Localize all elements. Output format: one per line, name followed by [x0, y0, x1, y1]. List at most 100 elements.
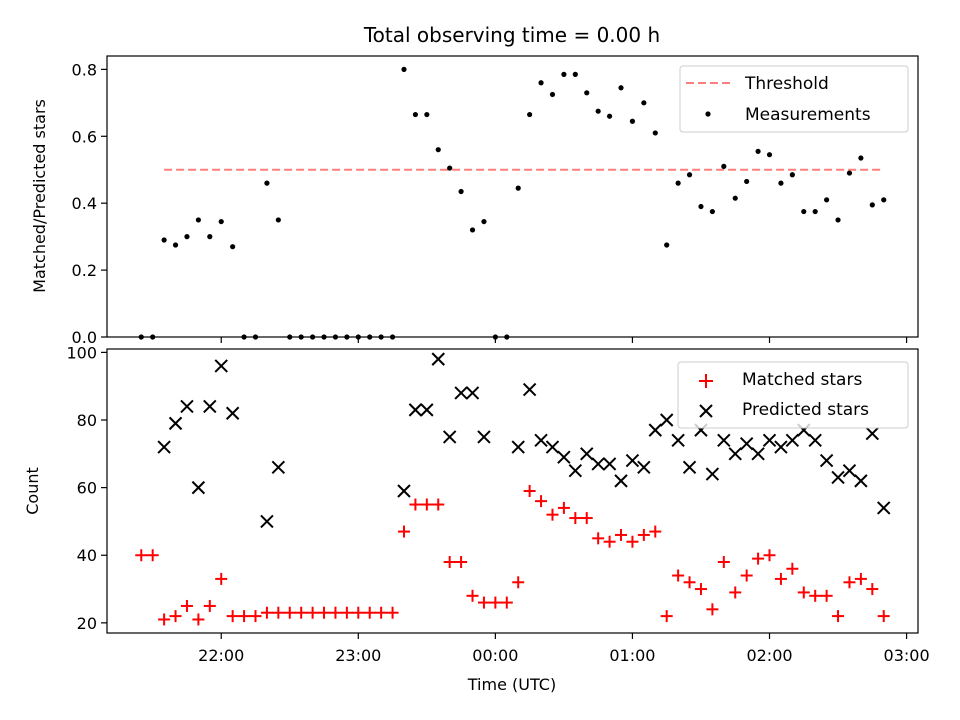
predicted-stars-point — [203, 399, 217, 414]
predicted-stars-point — [842, 464, 857, 478]
predicted-stars-point — [580, 447, 594, 461]
matched-stars-point — [615, 528, 628, 541]
matched-stars-point — [752, 552, 765, 565]
predicted-stars-point — [214, 359, 228, 373]
ratio-y-axis-label: Matched/Predicted stars — [30, 99, 49, 293]
predicted-stars-point — [397, 484, 411, 498]
measurement-point — [686, 172, 693, 178]
predicted-stars-point — [157, 440, 171, 454]
matched-stars-point — [626, 535, 639, 548]
count-y-axis-label: Count — [23, 467, 42, 515]
measurement-point — [595, 108, 601, 114]
measurement-point — [161, 237, 167, 243]
predicted-stars-point — [728, 447, 742, 461]
matched-stars-point — [238, 610, 251, 623]
count-legend-box — [677, 361, 909, 429]
predicted-legend-label: Predicted stars — [742, 400, 869, 420]
matched-stars-point — [352, 606, 365, 619]
measurement-point — [184, 234, 190, 240]
predicted-stars-point — [637, 460, 651, 475]
matched-stars-point — [512, 576, 525, 589]
matched-stars-point — [455, 556, 468, 568]
matched-stars-point — [226, 610, 239, 623]
matched-stars-point — [763, 549, 776, 562]
matched-stars-point — [466, 589, 479, 602]
matched-stars-point — [375, 606, 388, 619]
matched-stars-point — [797, 586, 810, 599]
ratio-panel: 0.00.20.40.60.8 Matched/Predicted stars … — [30, 55, 919, 347]
predicted-stars-point — [671, 433, 685, 447]
ratio-marks — [138, 66, 887, 340]
measurement-point — [732, 195, 738, 201]
predicted-stars-point — [477, 430, 491, 444]
predicted-stars-point — [465, 386, 480, 400]
matched-stars-point — [649, 525, 662, 538]
count-x-axis-label: Time (UTC) — [467, 675, 556, 694]
ratio-y-tick-label: 0.0 — [72, 328, 97, 347]
matched-stars-point — [386, 606, 399, 619]
predicted-stars-point — [659, 413, 674, 427]
measurement-point — [881, 197, 887, 203]
measurement-point — [195, 217, 201, 223]
predicted-stars-point — [568, 464, 583, 478]
matched-stars-point — [295, 606, 308, 619]
measurement-point — [218, 218, 224, 225]
measurement-point — [527, 111, 533, 118]
measurements-legend-label: Measurements — [745, 105, 871, 125]
count-x-tick-label: 00:00 — [472, 646, 518, 665]
measurement-point — [275, 217, 281, 223]
count-x-tick-label: 01:00 — [609, 646, 655, 665]
matched-stars-point — [306, 606, 319, 619]
predicted-stars-point — [271, 460, 286, 475]
count-x-tick-label: 02:00 — [746, 646, 792, 665]
predicted-stars-point — [762, 433, 777, 447]
measurement-point — [412, 111, 419, 118]
matched-stars-point — [249, 610, 262, 623]
count-y-tick-label: 20 — [77, 614, 97, 633]
predicted-stars-point — [557, 450, 571, 464]
measurement-point — [572, 71, 578, 77]
measurement-point — [469, 227, 476, 233]
matched-stars-point — [397, 525, 410, 538]
measurement-point — [207, 234, 213, 240]
matched-stars-point — [146, 549, 159, 562]
matched-stars-point — [580, 512, 593, 525]
predicted-stars-point — [454, 386, 468, 400]
count-x-tick-label: 22:00 — [198, 646, 244, 665]
measurement-point — [766, 152, 773, 158]
matched-stars-point — [569, 512, 582, 525]
matched-stars-point — [523, 485, 536, 497]
measurement-point — [778, 180, 784, 186]
predicted-stars-point — [865, 426, 880, 441]
predicted-stars-point — [808, 433, 822, 447]
count-marks — [135, 352, 891, 626]
predicted-stars-point — [442, 430, 457, 444]
measurement-point — [606, 113, 613, 119]
measurement-point — [458, 188, 464, 195]
matched-stars-point — [535, 495, 548, 508]
matched-stars-point — [866, 583, 879, 596]
matched-stars-point — [409, 498, 422, 511]
predicted-stars-point — [168, 416, 183, 431]
matched-stars-point — [283, 606, 296, 619]
measurement-point — [641, 100, 647, 106]
ratio-legend-box — [679, 65, 909, 133]
count-panel-frame — [106, 348, 919, 634]
matched-stars-point — [203, 599, 216, 612]
measurement-point — [858, 155, 864, 161]
ratio-y-tick-label: 0.6 — [72, 127, 97, 146]
measurement-point — [846, 170, 853, 176]
measurement-point — [709, 208, 715, 215]
matched-stars-point — [340, 606, 353, 619]
matched-stars-point — [546, 508, 559, 521]
matched-stars-point — [717, 556, 730, 568]
matched-stars-point — [180, 599, 193, 612]
matched-stars-point — [832, 610, 845, 623]
measurement-point — [698, 203, 704, 210]
matched-stars-point — [706, 603, 719, 616]
matched-stars-point — [329, 606, 342, 619]
predicted-stars-point — [751, 447, 765, 461]
count-y-tick-label: 80 — [77, 411, 97, 430]
predicted-stars-point — [625, 453, 640, 468]
measurement-point — [515, 185, 521, 191]
